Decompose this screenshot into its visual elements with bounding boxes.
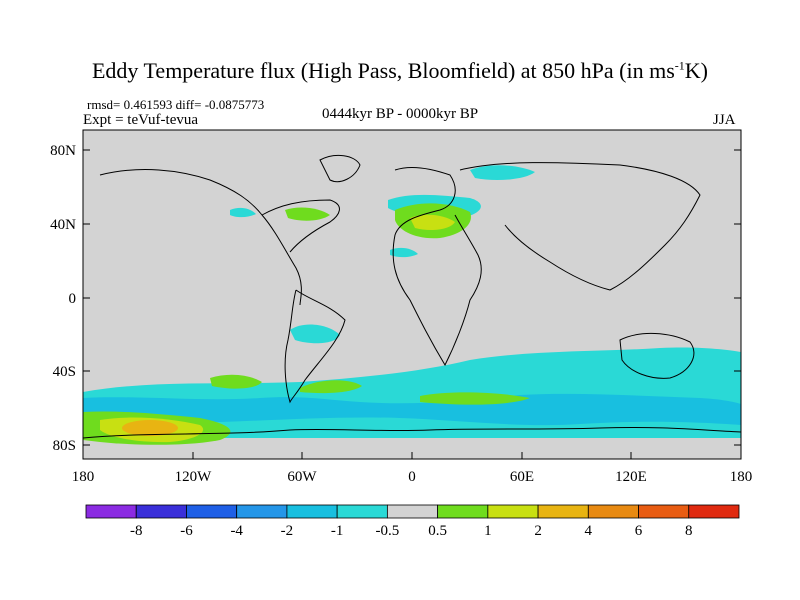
lat-label-40s: 40S <box>53 364 76 380</box>
colorbar: -8 -6 -4 -2 -1 -0.5 0.5 1 2 4 6 8 <box>85 504 740 539</box>
colorbar-label: -0.5 <box>376 523 400 539</box>
south-atlantic-cyan <box>290 324 340 344</box>
colorbar-label: 4 <box>585 523 593 539</box>
stats-label: rmsd= 0.461593 diff= -0.0875773 <box>87 97 265 112</box>
mediterranean-yellow <box>410 214 455 230</box>
colorbar-swatch <box>487 504 539 519</box>
indian-ocean-green-patch <box>420 392 530 405</box>
season-label: JJA <box>713 112 736 128</box>
colorbar-swatch <box>638 504 690 519</box>
axis-ticks <box>82 149 742 459</box>
colorbar-swatch <box>236 504 288 519</box>
coastlines <box>83 154 741 439</box>
colorbar-swatch <box>537 504 589 519</box>
colorbar-label: 8 <box>685 523 693 539</box>
greenland-coast <box>319 154 361 183</box>
longitude-labels: 180 120W 60W 0 60E 120E 180 <box>72 469 753 485</box>
colorbar-label: 0.5 <box>428 523 447 539</box>
lat-label-0: 0 <box>69 291 77 307</box>
title-text: Eddy Temperature flux (High Pass, Bloomf… <box>91 58 675 83</box>
north-america-green <box>285 207 330 221</box>
colorbar-swatch <box>336 504 388 519</box>
colorbar-swatch <box>437 504 489 519</box>
africa-cyan <box>390 247 418 258</box>
north-pacific-cyan <box>230 207 256 218</box>
south-america-coast <box>284 289 346 404</box>
lat-label-80s: 80S <box>53 438 76 454</box>
colorbar-label: -1 <box>331 523 344 539</box>
colorbar-label: -4 <box>230 523 243 539</box>
europe-africa-coast <box>392 167 482 367</box>
colorbar-label: -6 <box>180 523 193 539</box>
colorbar-label: 2 <box>534 523 542 539</box>
colorbar-label: -2 <box>281 523 294 539</box>
colorbar-label: 1 <box>484 523 492 539</box>
lon-label-120w: 120W <box>175 469 213 485</box>
southern-ocean-blue <box>83 393 741 426</box>
title-superscript: -1 <box>674 58 685 73</box>
colorbar-swatch <box>688 504 740 519</box>
antarctica-coast <box>83 426 741 439</box>
lon-label-180w: 180 <box>72 469 95 485</box>
colorbar-swatch <box>286 504 338 519</box>
colorbar-swatch <box>186 504 238 519</box>
asia-coast <box>459 162 701 291</box>
australia-coast <box>619 332 695 379</box>
experiment-label: Expt = teVuf-tevua <box>83 112 199 128</box>
latitude-labels: 80N 40N 0 40S 80S <box>50 143 76 454</box>
plot-title: Eddy Temperature flux (High Pass, Bloomf… <box>0 58 800 84</box>
anomaly-fields <box>83 165 741 445</box>
colorbar-swatch <box>135 504 187 519</box>
arctic-cyan <box>470 165 535 180</box>
period-label: 0444kyr BP - 0000kyr BP <box>322 106 479 122</box>
colorbar-swatch <box>587 504 639 519</box>
south-pacific-green-patch <box>210 374 262 389</box>
lon-label-60w: 60W <box>287 469 317 485</box>
lon-label-0: 0 <box>408 469 416 485</box>
lat-label-40n: 40N <box>50 217 76 233</box>
colorbar-swatch <box>386 504 439 519</box>
south-atlantic-green-patch <box>300 380 362 394</box>
colorbar-swatch <box>85 504 137 519</box>
antarctic-orange <box>122 420 178 436</box>
title-tail: K) <box>684 58 708 83</box>
lon-label-120e: 120E <box>615 469 647 485</box>
lon-label-180e: 180 <box>730 469 753 485</box>
colorbar-label: -8 <box>130 523 143 539</box>
colorbar-label: 6 <box>635 523 643 539</box>
north-america-coast <box>99 169 340 306</box>
lat-label-80n: 80N <box>50 143 76 159</box>
lon-label-60e: 60E <box>510 469 534 485</box>
